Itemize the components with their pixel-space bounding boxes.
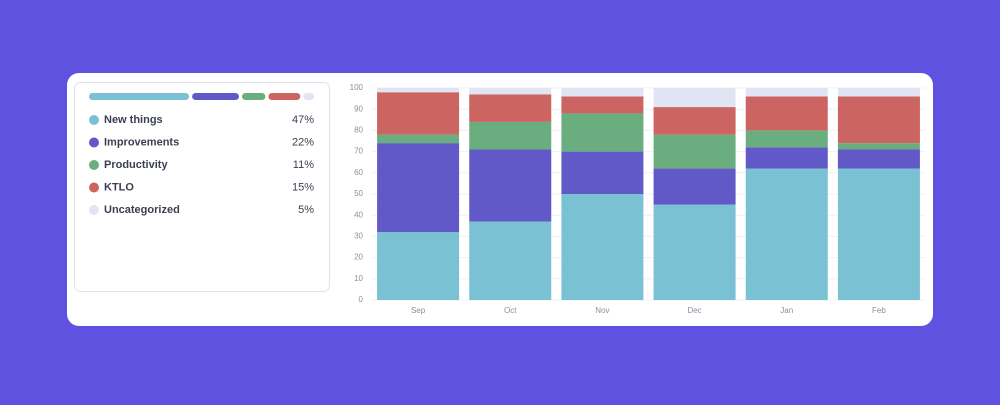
x-tick-label: Sep (411, 306, 426, 315)
legend-percent: 5% (298, 204, 314, 216)
y-tick-label: 70 (354, 147, 363, 156)
bar-segment (745, 168, 828, 300)
bar-segment (837, 149, 920, 169)
y-tick-label: 100 (350, 83, 364, 92)
legend-percent: 11% (293, 159, 314, 171)
y-tick-label: 40 (354, 210, 363, 219)
x-tick-label: Oct (504, 306, 517, 315)
y-tick-label: 20 (354, 253, 363, 262)
bar-segment (469, 94, 552, 122)
bar-segment (745, 96, 828, 131)
summary-segment (192, 93, 239, 100)
bar-segment (837, 88, 920, 97)
bar-segment (377, 88, 460, 93)
x-tick-label: Jan (780, 306, 793, 315)
bar-segment (837, 168, 920, 300)
bar-segment (469, 88, 552, 95)
legend-dot (89, 205, 99, 215)
bar-segment (377, 134, 460, 144)
legend-dot (89, 160, 99, 170)
x-tick-label: Dec (687, 306, 701, 315)
bar-segment (469, 221, 552, 300)
y-tick-label: 60 (354, 168, 363, 177)
bar-segment (837, 96, 920, 144)
bar-segment (745, 130, 828, 148)
summary-segment (303, 93, 314, 100)
summary-segment (89, 93, 190, 100)
x-tick-label: Feb (872, 306, 886, 315)
legend-percent: 47% (292, 114, 314, 126)
bar-segment (561, 113, 644, 152)
legend-label: Uncategorized (104, 204, 180, 216)
bar-segment (653, 168, 736, 205)
bar-segment (469, 121, 552, 150)
legend-percent: 22% (292, 136, 314, 148)
y-tick-label: 30 (354, 232, 363, 241)
bar-segment (653, 204, 736, 300)
legend-label: Improvements (104, 136, 179, 148)
bar-segment (561, 194, 644, 300)
summary-segment (241, 93, 266, 100)
y-tick-label: 80 (354, 126, 363, 135)
bar-segment (469, 149, 552, 222)
bar-segment (653, 88, 736, 108)
bar-segment (653, 107, 736, 135)
bar-segment (837, 143, 920, 150)
bar-segment (745, 147, 828, 169)
legend-dot (89, 137, 99, 148)
legend-percent: 15% (292, 181, 314, 193)
bar-segment (653, 134, 736, 169)
y-tick-label: 10 (354, 274, 363, 283)
bar-segment (377, 232, 460, 300)
bar-segment (377, 92, 460, 135)
x-tick-label: Nov (595, 306, 609, 315)
bar-segment (561, 88, 644, 97)
legend-label: KTLO (104, 181, 134, 193)
legend-dot (89, 115, 99, 125)
legend-label: Productivity (104, 159, 168, 171)
summary-segment (268, 93, 301, 100)
y-tick-label: 90 (354, 104, 363, 113)
legend-panel (74, 82, 330, 292)
bar-segment (561, 151, 644, 194)
bar-segment (377, 143, 460, 233)
y-tick-label: 50 (354, 189, 363, 198)
y-tick-label: 0 (359, 295, 364, 304)
legend-dot (89, 182, 99, 193)
legend-label: New things (104, 114, 163, 126)
bar-segment (561, 96, 644, 114)
bar-segment (745, 88, 828, 97)
